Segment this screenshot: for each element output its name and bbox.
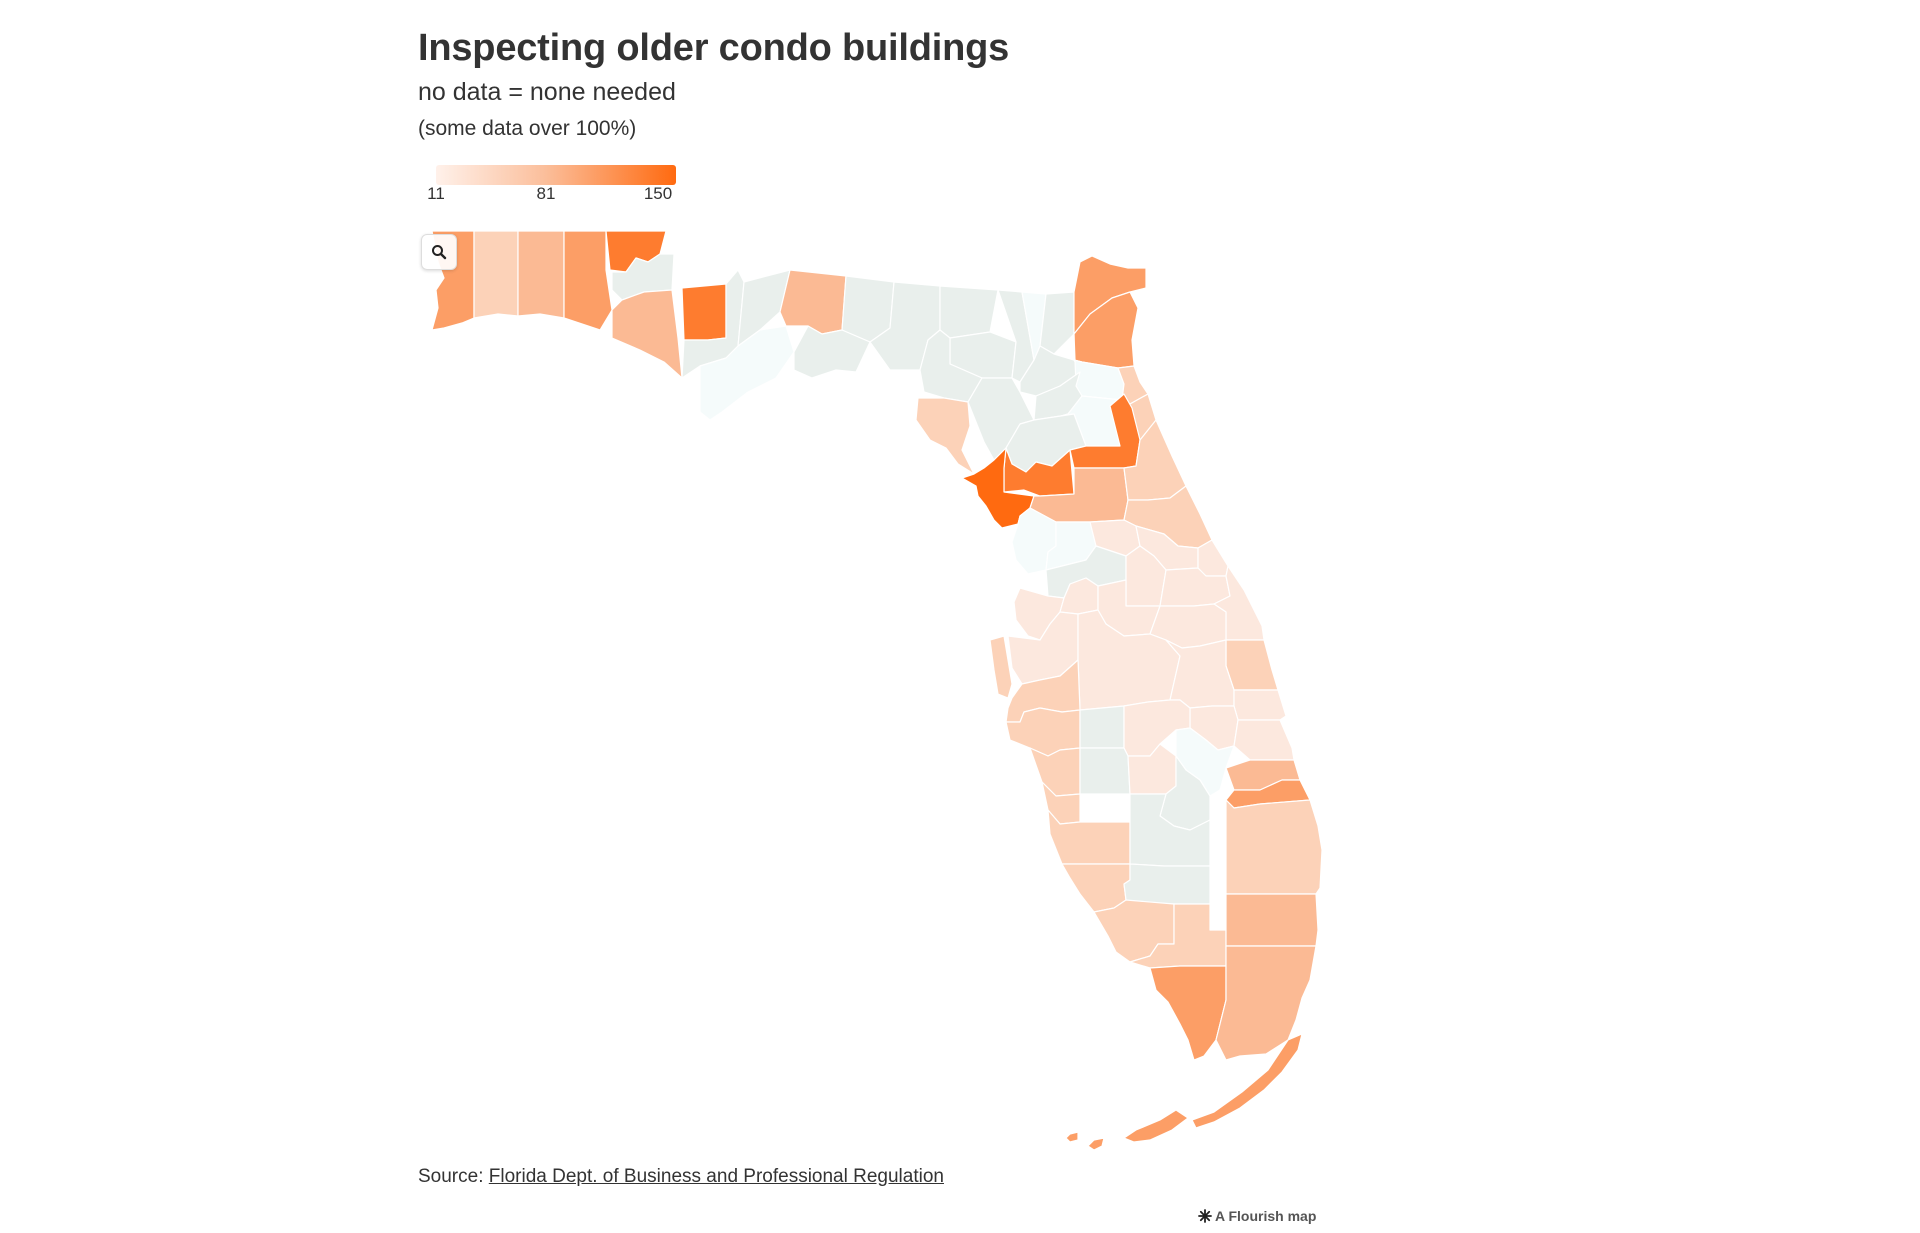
- county[interactable]: [1225, 893, 1319, 947]
- county[interactable]: [1191, 1033, 1303, 1129]
- county[interactable]: [1029, 747, 1081, 797]
- zoom-button[interactable]: [421, 234, 457, 270]
- county[interactable]: [915, 397, 975, 475]
- county[interactable]: [1215, 945, 1317, 1061]
- search-icon: [432, 245, 447, 260]
- county[interactable]: [961, 447, 1035, 529]
- county[interactable]: [473, 230, 519, 319]
- source-note: Source: Florida Dept. of Business and Pr…: [418, 1166, 944, 1188]
- county[interactable]: [517, 230, 565, 319]
- county[interactable]: [1079, 705, 1125, 749]
- county[interactable]: [1123, 1109, 1189, 1143]
- county[interactable]: [611, 289, 683, 379]
- county[interactable]: [1233, 689, 1287, 721]
- flourish-icon: [1198, 1209, 1212, 1223]
- county[interactable]: [989, 635, 1013, 699]
- legend-mid-label: 81: [536, 184, 556, 203]
- county[interactable]: [793, 325, 871, 379]
- legend-max-label: 150: [643, 184, 673, 203]
- county[interactable]: [1149, 965, 1227, 1061]
- county[interactable]: [681, 283, 727, 341]
- color-legend: 11 81 150: [418, 162, 688, 210]
- flourish-credit[interactable]: A Flourish map: [1198, 1208, 1316, 1224]
- credit-label: A Flourish map: [1215, 1208, 1317, 1224]
- county[interactable]: [1165, 639, 1235, 709]
- county[interactable]: [1233, 719, 1295, 761]
- county[interactable]: [1039, 291, 1075, 355]
- legend-gradient-bar: [436, 165, 676, 185]
- county[interactable]: [919, 329, 983, 403]
- county[interactable]: [1197, 539, 1229, 577]
- county[interactable]: [1123, 863, 1211, 905]
- source-prefix: Source:: [418, 1166, 489, 1187]
- county[interactable]: [779, 269, 847, 335]
- county[interactable]: [1225, 799, 1323, 895]
- county[interactable]: [563, 230, 613, 331]
- county[interactable]: [1087, 1137, 1105, 1151]
- chart-title: Inspecting older condo buildings: [418, 27, 1010, 69]
- chart-note: (some data over 100%): [418, 117, 637, 140]
- county[interactable]: [699, 325, 795, 421]
- county[interactable]: [1073, 255, 1147, 335]
- header: Inspecting older condo buildings no data…: [418, 22, 1318, 144]
- county[interactable]: [939, 285, 999, 339]
- county[interactable]: [737, 269, 791, 347]
- chart-subtitle: no data = none needed: [418, 78, 676, 106]
- county[interactable]: [1079, 747, 1131, 795]
- legend-min-label: 11: [427, 184, 445, 203]
- county[interactable]: [1065, 1131, 1079, 1143]
- source-link[interactable]: Florida Dept. of Business and Profession…: [488, 1166, 944, 1187]
- county[interactable]: [1225, 639, 1279, 691]
